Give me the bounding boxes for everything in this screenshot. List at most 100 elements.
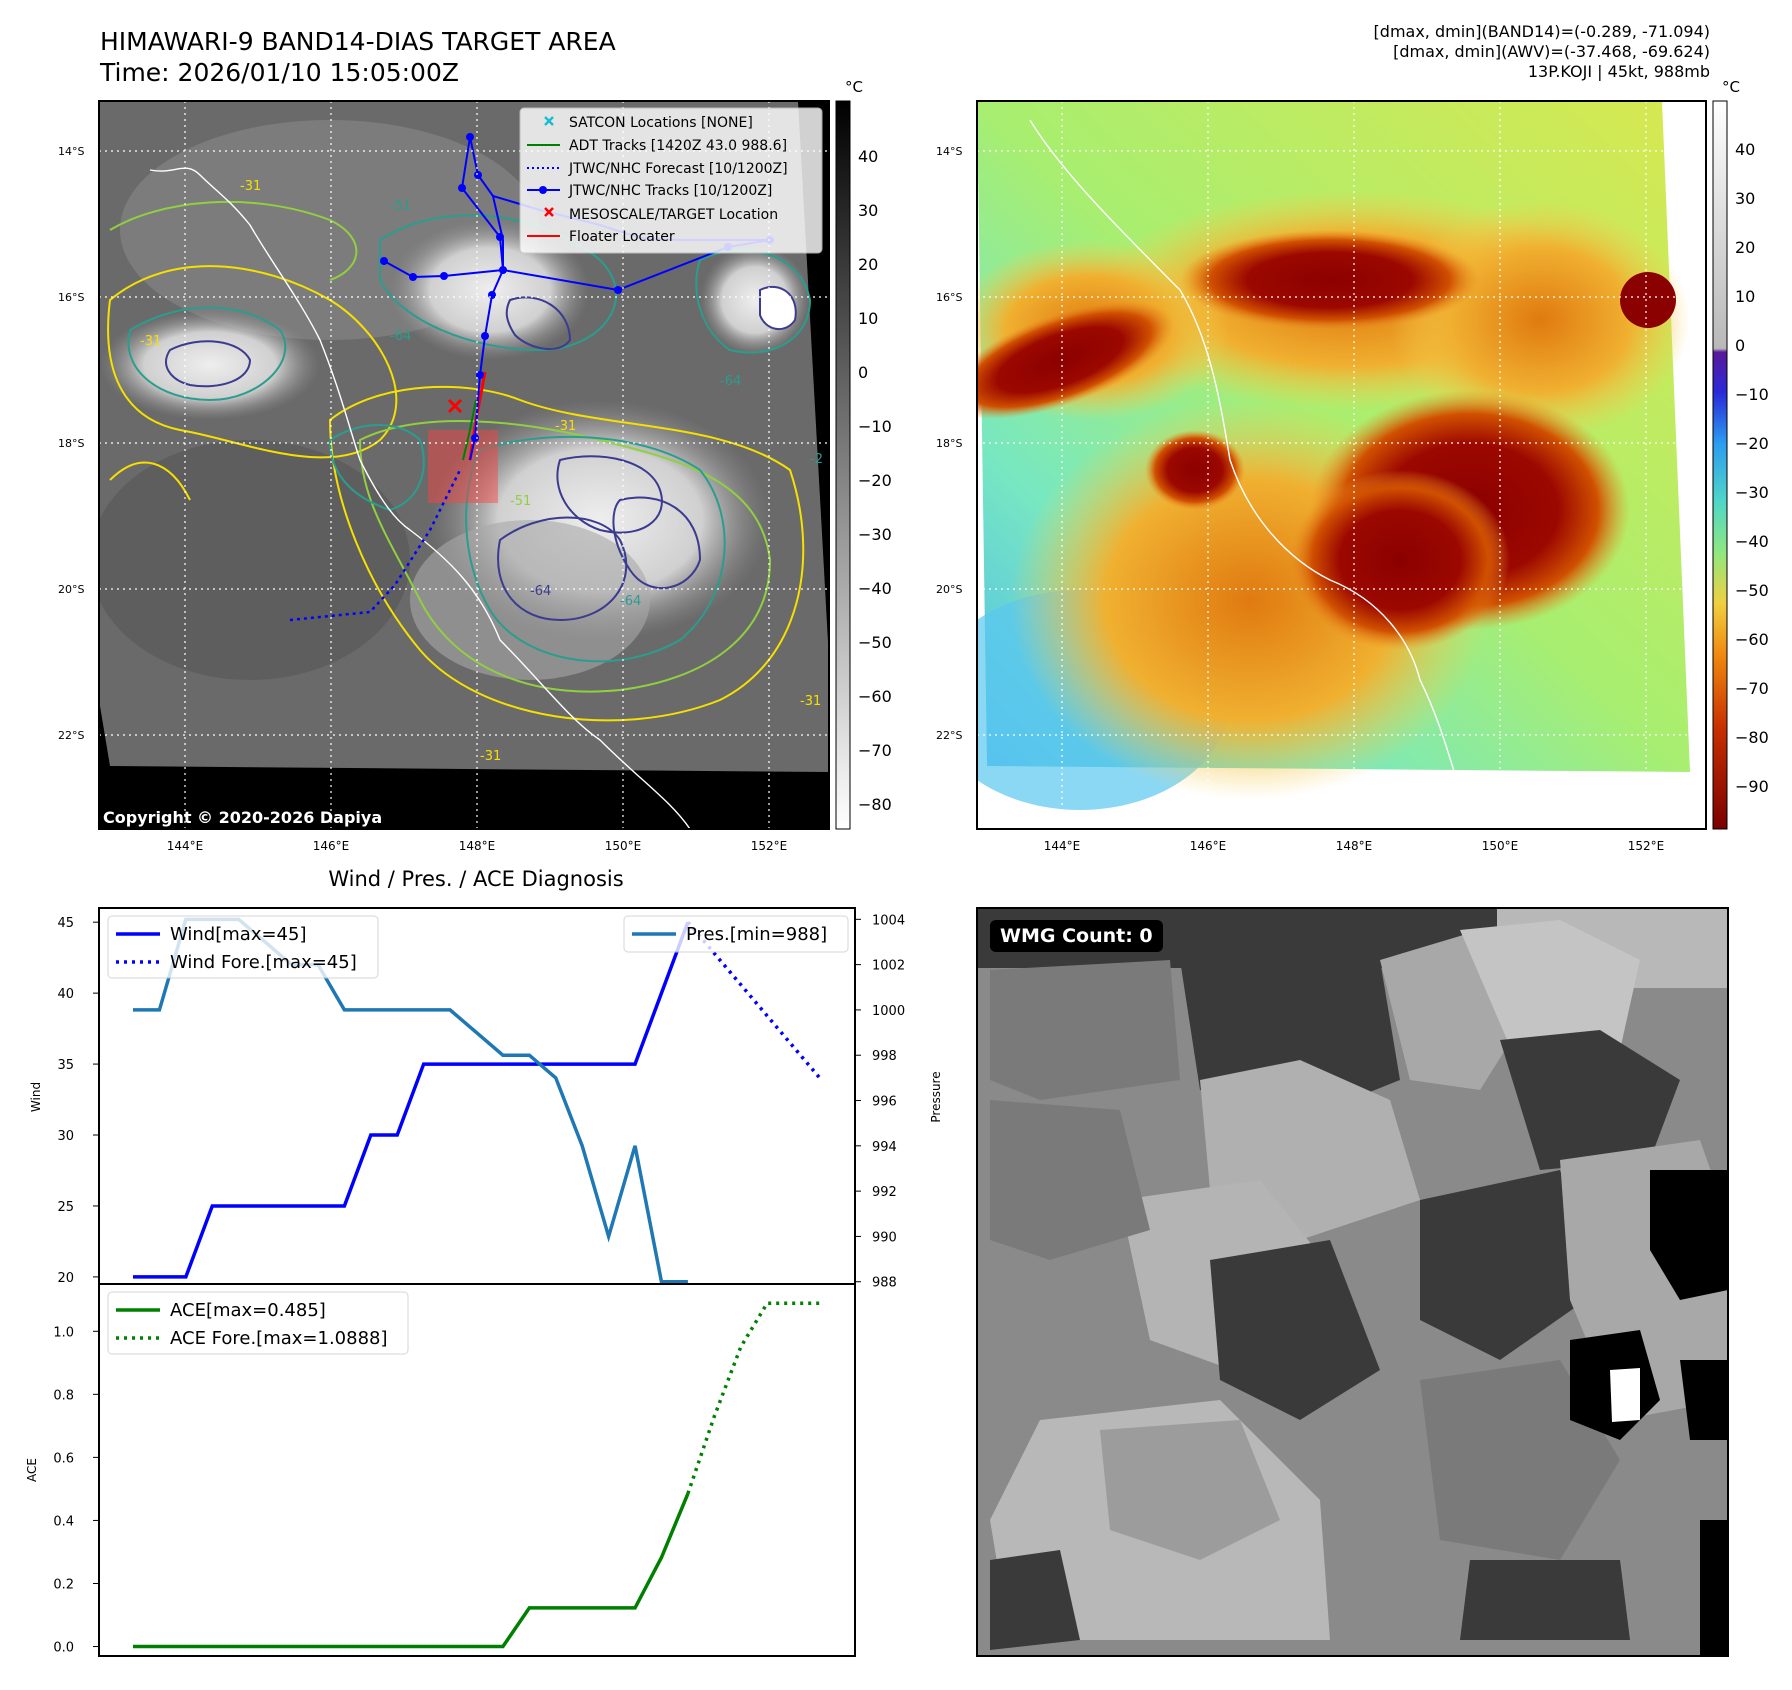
cbar-tick: 20	[858, 255, 878, 274]
cbar-tick: −30	[858, 525, 892, 544]
contour-label: -31	[140, 334, 161, 349]
cbar-tick: 0	[1735, 336, 1745, 355]
color-colorbar: °C 40 30 20 10 0 −10 −20 −30 −40 −50 −60…	[1712, 78, 1769, 830]
contour-label: -51	[510, 494, 531, 509]
wmg-frame	[976, 907, 1729, 1657]
wind-y-ticks: 20 25 30 35 40 45	[57, 916, 99, 1286]
svg-text:JTWC/NHC Forecast [10/1200Z]: JTWC/NHC Forecast [10/1200Z]	[568, 161, 788, 177]
color-lon-ticks: 144°E 146°E 148°E 150°E 152°E	[1044, 839, 1665, 853]
svg-text:JTWC/NHC Tracks [10/1200Z]: JTWC/NHC Tracks [10/1200Z]	[568, 183, 772, 199]
wind-y-tick-label: 20	[57, 1271, 74, 1286]
cbar-tick: 10	[858, 309, 878, 328]
color-map-frame	[976, 100, 1707, 830]
diagnosis-panel: Wind / Pres. / ACE Diagnosis 20 25 30 35 40 4…	[25, 867, 943, 1657]
legend-item-adt: ADT Tracks [1420Z 43.0 988.6]	[527, 138, 787, 154]
ir-legend: SATCON Locations [NONE] ADT Tracks [1420…	[519, 107, 823, 254]
legend-wind-forecast: Wind Fore.[max=45]	[170, 952, 357, 973]
cbar-tick: −50	[858, 633, 892, 652]
ir-gridlines	[99, 101, 829, 829]
contour-label: -31	[240, 179, 261, 194]
header-right: [dmax, dmin](BAND14)=(-0.289, -71.094) […	[1374, 22, 1710, 82]
ir-map-panel: -31 -51 -64 -31 -64 -31 -51 -64 -31 -64 …	[58, 78, 892, 853]
lon-tick: 148°E	[459, 839, 496, 853]
copyright-text: Copyright © 2020-2026 Dapiya	[103, 808, 383, 827]
legend-item-target: MESOSCALE/TARGET Location	[544, 207, 778, 223]
pressure-legend: Pres.[min=988]	[623, 915, 849, 953]
cbar-tick: −70	[1735, 679, 1769, 698]
wind-y-tick-label: 30	[57, 1129, 74, 1144]
lat-tick: 14°S	[58, 145, 84, 158]
pressure-y-ticks: 988 990 992 994 996 998 1000 1002 1004	[855, 913, 905, 1291]
lon-tick: 144°E	[1044, 839, 1081, 853]
contour-label: -64	[620, 594, 641, 609]
legend-item-jtwc-tracks: JTWC/NHC Tracks [10/1200Z]	[527, 183, 772, 199]
lon-tick: 150°E	[605, 839, 642, 853]
cbar-tick: −70	[858, 741, 892, 760]
color-gridlines	[977, 101, 1706, 829]
diagnosis-title: Wind / Pres. / ACE Diagnosis	[328, 867, 623, 891]
contour-label: -2	[810, 452, 823, 467]
target-marker	[447, 398, 463, 414]
cbar-tick: −10	[1735, 385, 1769, 404]
lat-tick: 20°S	[58, 583, 84, 596]
lon-tick: 144°E	[167, 839, 204, 853]
svg-text:°C: °C	[1722, 78, 1740, 96]
pressure-y-tick-label: 1000	[872, 1004, 905, 1019]
ace-chart-frame	[98, 1283, 856, 1657]
lat-tick: 18°S	[936, 437, 962, 450]
legend-ace: ACE[max=0.485]	[170, 1300, 326, 1321]
cbar-tick: −10	[858, 417, 892, 436]
contour-label: -64	[720, 374, 741, 389]
wind-y-tick-label: 35	[57, 1058, 74, 1073]
svg-text:SATCON Locations [NONE]: SATCON Locations [NONE]	[569, 115, 753, 131]
series-line-ace	[133, 1492, 690, 1649]
lat-tick: 16°S	[936, 291, 962, 304]
series-line-wind	[133, 921, 690, 1279]
cbar-tick: −60	[1735, 630, 1769, 649]
lat-tick: 22°S	[58, 729, 84, 742]
cbar-tick: −90	[1735, 777, 1769, 796]
cbar-tick: 20	[1735, 238, 1755, 257]
color-lat-ticks: 14°S 16°S 18°S 20°S 22°S	[936, 145, 962, 742]
legend-item-jtwc-forecast: JTWC/NHC Forecast [10/1200Z]	[527, 161, 788, 177]
cbar-tick: −40	[1735, 532, 1769, 551]
ace-y-tick-label: 0.8	[53, 1388, 74, 1403]
lat-tick: 18°S	[58, 437, 84, 450]
pressure-y-tick-label: 1002	[872, 959, 905, 974]
legend-wind: Wind[max=45]	[170, 924, 307, 945]
svg-text:Floater Locater: Floater Locater	[569, 229, 675, 245]
adt-track	[462, 399, 477, 461]
cbar-tick: −30	[1735, 483, 1769, 502]
wind-y-tick-label: 45	[57, 916, 74, 931]
stats-awv: [dmax, dmin](AWV)=(-37.468, -69.624)	[1393, 42, 1710, 61]
cbar-tick: 40	[858, 147, 878, 166]
ir-map-frame	[98, 100, 830, 830]
svg-text:°C: °C	[845, 78, 863, 96]
wmg-panel	[976, 907, 1729, 1657]
jtwc-forecast-track	[289, 469, 462, 622]
lat-tick: 16°S	[58, 291, 84, 304]
ace-y-tick-label: 0.6	[53, 1451, 74, 1466]
ace-y-label: ACE	[25, 1458, 39, 1482]
contour-label: -51	[390, 199, 411, 214]
lat-tick: 20°S	[936, 583, 962, 596]
ace-y-tick-label: 1.0	[53, 1325, 74, 1340]
wind-pressure-chart: 20 25 30 35 40 45 988 990 992 994 996 998 1000 1002 1…	[29, 907, 943, 1291]
color-map-panel: 14°S 16°S 18°S 20°S 22°S 144°E 146°E 148…	[936, 78, 1769, 853]
lon-tick: 150°E	[1482, 839, 1519, 853]
cbar-tick: 30	[858, 201, 878, 220]
contour-label: -64	[390, 329, 411, 344]
lon-tick: 148°E	[1336, 839, 1373, 853]
pressure-y-tick-label: 988	[872, 1276, 897, 1291]
cbar-tick: −50	[1735, 581, 1769, 600]
lon-tick: 152°E	[751, 839, 788, 853]
cbar-tick: −40	[858, 579, 892, 598]
pressure-y-label: Pressure	[929, 1071, 943, 1122]
cbar-tick: 0	[858, 363, 868, 382]
ir-lat-ticks: 14°S 16°S 18°S 20°S 22°S	[58, 145, 84, 742]
pressure-y-tick-label: 998	[872, 1049, 897, 1064]
pressure-y-tick-label: 994	[872, 1140, 897, 1155]
header-left: HIMAWARI-9 BAND14-DIAS TARGET AREA Time:…	[100, 26, 616, 88]
legend-ace-forecast: ACE Fore.[max=1.0888]	[170, 1328, 388, 1349]
cbar-tick: 10	[1735, 287, 1755, 306]
